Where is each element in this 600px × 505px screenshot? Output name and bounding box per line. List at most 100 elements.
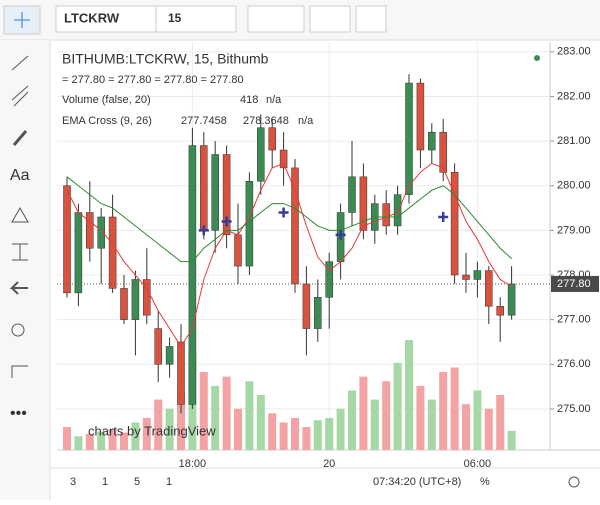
volume-bar — [348, 390, 356, 450]
candle-body — [154, 328, 162, 365]
candle-body — [177, 341, 185, 405]
more-tools[interactable]: ••• — [10, 405, 27, 422]
last-price-tag — [551, 275, 599, 292]
pattern-tool[interactable] — [11, 206, 29, 223]
candle-body — [393, 194, 402, 227]
volume-bar — [439, 372, 448, 450]
candle-body — [143, 279, 151, 316]
interval-button[interactable] — [155, 5, 237, 33]
candle-body — [222, 154, 231, 236]
interval: 15 — [168, 11, 182, 25]
clock: 07:34:20 (UTC+8) — [373, 476, 461, 488]
x-tick-label: 20 — [323, 458, 335, 470]
volume-bar — [108, 429, 117, 450]
volume-bar — [199, 372, 208, 450]
candle-body — [200, 145, 208, 231]
volume-bar — [256, 395, 265, 450]
y-tick-label: 279.00 — [557, 224, 591, 236]
volume-bar — [222, 376, 231, 450]
ema-slow-line — [66, 176, 512, 263]
fullscreen-button[interactable] — [355, 5, 387, 33]
range-button[interactable]: 1 — [166, 476, 172, 488]
range-button[interactable]: 5 — [134, 476, 140, 488]
y-tick-label: 276.00 — [557, 358, 591, 370]
candle-body — [359, 176, 368, 231]
volume-bar — [63, 427, 71, 450]
volume-bar — [484, 408, 493, 450]
candle-body — [348, 176, 356, 213]
y-tick-label: 282.00 — [557, 90, 591, 102]
lock-tool[interactable] — [11, 365, 28, 378]
volume-bar — [211, 385, 220, 450]
candle-body — [108, 216, 117, 289]
candle-body — [279, 149, 288, 169]
candle-body — [496, 306, 504, 316]
volume-bar — [142, 417, 151, 450]
tool-icons — [9, 55, 29, 378]
candle-body — [302, 283, 311, 329]
candle-body — [234, 234, 242, 267]
percent-button[interactable]: % — [480, 476, 490, 488]
volume-bar — [302, 427, 311, 450]
volume-bar — [291, 417, 299, 450]
settings-button[interactable] — [568, 476, 580, 488]
volume-bar — [336, 408, 345, 450]
x-tick-label: 18:00 — [179, 458, 207, 470]
candle-body — [257, 127, 265, 182]
text-tool[interactable]: Aa — [10, 167, 30, 184]
volume-bar — [393, 362, 402, 450]
volume-bar — [370, 399, 379, 450]
candle-body — [120, 288, 128, 320]
zoom-tool[interactable] — [11, 323, 25, 337]
left-toolbar — [0, 40, 50, 500]
volume-bar — [97, 431, 106, 450]
range-button[interactable]: 3 — [70, 476, 76, 488]
volume-bar — [131, 422, 140, 450]
volume-bar — [473, 390, 482, 450]
back-tool[interactable] — [9, 281, 28, 295]
last-price-label: 277.80 — [557, 278, 591, 290]
y-tick-label: 281.00 — [557, 135, 591, 147]
range-button[interactable]: 1 — [102, 476, 108, 488]
line-tools[interactable] — [11, 55, 29, 107]
cross-marker — [438, 211, 449, 222]
candle-body — [428, 131, 436, 151]
volume-bar — [177, 390, 185, 450]
volume-bar — [450, 367, 459, 450]
candle-body — [405, 82, 413, 195]
volume-bar — [154, 399, 163, 450]
volume-bar — [325, 417, 334, 450]
x-tick-label: 06:00 — [464, 458, 492, 470]
volume-bar — [359, 376, 368, 450]
candle-body — [450, 172, 459, 276]
watermark: charts by TradingView — [88, 423, 216, 438]
volume-bar — [85, 433, 94, 450]
volume-bar — [427, 399, 436, 450]
status-dot — [534, 55, 540, 61]
chart-style-button[interactable] — [247, 5, 305, 33]
volume-bar — [507, 430, 516, 450]
volume-bar — [165, 408, 174, 450]
y-tick-label: 277.00 — [557, 314, 591, 326]
candle-body — [439, 131, 447, 173]
candle-body — [325, 261, 333, 298]
ema-fast-line — [66, 162, 512, 348]
volume-bar — [234, 408, 242, 450]
indicators-button[interactable] — [309, 5, 351, 33]
candle-body — [165, 346, 174, 365]
brush-tool[interactable] — [12, 130, 28, 146]
symbol: LTCKRW — [64, 10, 120, 25]
candle-body — [314, 297, 322, 329]
volume-legend: Volume (false, 20) — [62, 94, 151, 106]
y-tick-label: 283.00 — [557, 46, 591, 58]
crosshair-icon — [14, 12, 30, 28]
candle-body — [507, 283, 516, 316]
volume-value: 418 — [240, 94, 258, 106]
candle-body — [188, 145, 197, 405]
y-tick-label: 275.00 — [557, 403, 591, 415]
volume-bar — [416, 385, 425, 450]
ema-extra: n/a — [298, 115, 314, 127]
measure-tool[interactable] — [12, 243, 28, 261]
